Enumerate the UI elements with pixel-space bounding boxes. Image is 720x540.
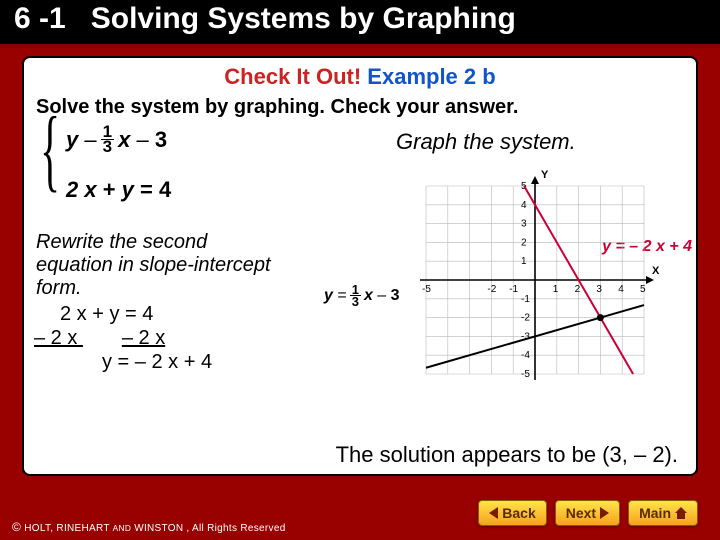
svg-text:1: 1 — [521, 256, 527, 267]
header: 6 -1 Solving Systems by Graphing — [0, 0, 720, 48]
svg-text:-1: -1 — [521, 294, 530, 305]
work-line-3: y = – 2 x + 4 — [102, 350, 336, 374]
home-icon — [675, 507, 687, 519]
section-number: 6 -1 — [14, 2, 66, 35]
next-button[interactable]: Next — [555, 500, 620, 526]
svg-text:4: 4 — [618, 284, 624, 295]
svg-text:-5: -5 — [422, 284, 431, 295]
rewrite-block: Rewrite the second equation in slope-int… — [36, 231, 336, 374]
svg-text:3: 3 — [596, 284, 602, 295]
check-it-out: Check It Out! — [224, 64, 361, 89]
svg-text:-5: -5 — [521, 369, 530, 380]
svg-text:2: 2 — [575, 284, 581, 295]
graph-area: y = 13 x – 3 y = – 2 x + 4 XY-5-2-112345… — [340, 166, 690, 396]
main-button[interactable]: Main — [628, 500, 698, 526]
svg-text:-1: -1 — [509, 284, 518, 295]
svg-text:-2: -2 — [487, 284, 496, 295]
svg-text:-4: -4 — [521, 350, 530, 361]
lesson-title: Solving Systems by Graphing — [91, 2, 516, 35]
system-row: { y – 13 x – 3 2 x + y = 4 Graph the sys… — [36, 125, 684, 155]
nav-buttons: Back Next Main — [478, 500, 698, 526]
eq-label-left: y = 13 x – 3 — [324, 284, 400, 307]
svg-text:-2: -2 — [521, 313, 530, 324]
system-equations: { y – 13 x – 3 2 x + y = 4 — [36, 125, 316, 155]
solution-text: The solution appears to be (3, – 2). — [336, 442, 678, 468]
svg-text:1: 1 — [553, 284, 559, 295]
check-title: Check It Out! Example 2 b — [36, 64, 684, 90]
equation-1: y – 13 x – 3 — [66, 125, 167, 155]
svg-text:5: 5 — [640, 284, 646, 295]
work-line-2: – 2 x – 2 x — [34, 326, 336, 350]
work-line-1: 2 x + y = 4 — [60, 302, 336, 326]
header-title: 6 -1 Solving Systems by Graphing — [14, 2, 516, 36]
svg-text:Y: Y — [541, 170, 549, 181]
back-button[interactable]: Back — [478, 500, 546, 526]
slide-content: Check It Out! Example 2 b Solve the syst… — [22, 56, 698, 476]
work-steps: 2 x + y = 4 – 2 x – 2 x y = – 2 x + 4 — [60, 302, 336, 374]
example-number: Example 2 b — [361, 64, 496, 89]
prompt: Solve the system by graphing. Check your… — [36, 96, 684, 119]
svg-text:4: 4 — [521, 200, 527, 211]
svg-text:3: 3 — [521, 219, 527, 230]
arrow-left-icon — [489, 507, 498, 519]
footer: © © HOLT, RINEHART AND WINSTON , All Rig… — [0, 486, 720, 540]
brace-icon: { — [40, 103, 60, 195]
chart: XY-5-2-112345-5-4-3-2-112345 — [410, 170, 660, 390]
svg-text:2: 2 — [521, 237, 527, 248]
arrow-right-icon — [600, 507, 609, 519]
rewrite-text: Rewrite the second equation in slope-int… — [36, 231, 336, 300]
graph-instruction: Graph the system. — [396, 129, 576, 155]
svg-text:X: X — [652, 265, 660, 277]
copyright: © © HOLT, RINEHART AND WINSTON , All Rig… — [12, 520, 286, 534]
equation-2: 2 x + y = 4 — [66, 177, 171, 203]
